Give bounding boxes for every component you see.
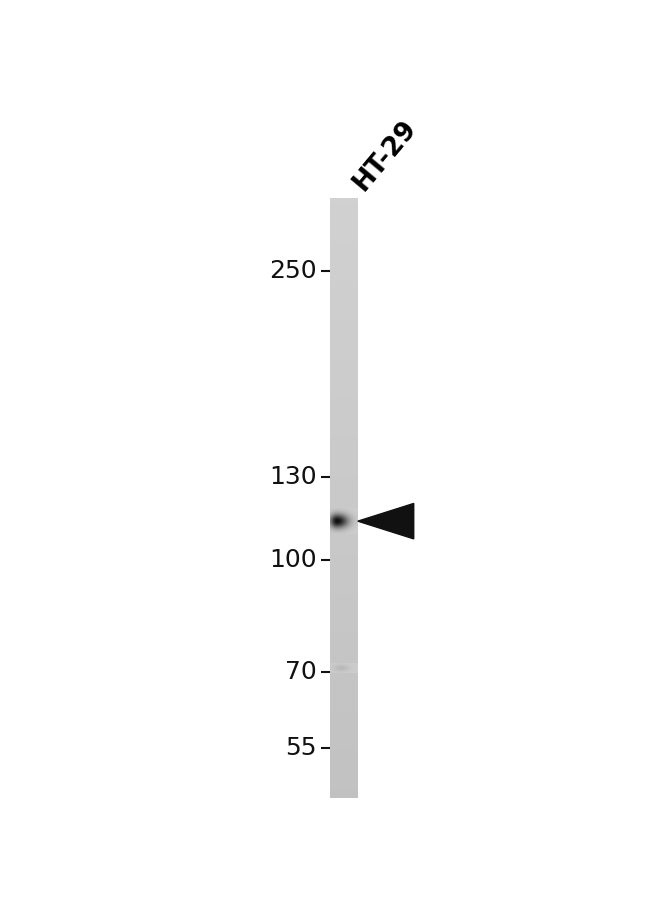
Text: 55: 55 xyxy=(285,737,317,761)
Text: 70: 70 xyxy=(285,660,317,684)
Text: HT-29: HT-29 xyxy=(348,115,422,195)
Polygon shape xyxy=(358,504,414,539)
Text: 100: 100 xyxy=(269,548,317,572)
Text: 130: 130 xyxy=(269,465,317,489)
Text: 250: 250 xyxy=(269,259,317,283)
